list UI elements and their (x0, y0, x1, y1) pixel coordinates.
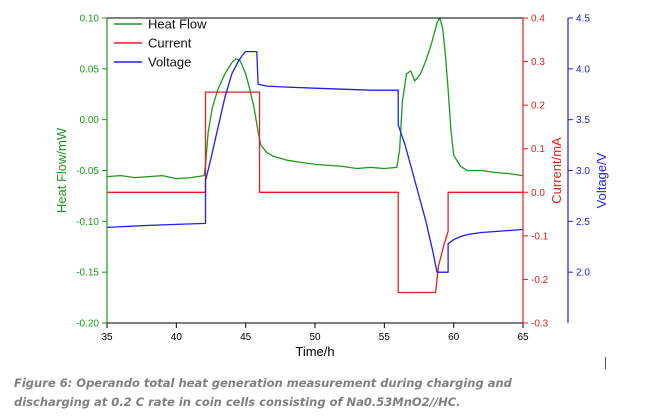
legend-label: Voltage (148, 55, 191, 70)
current-axis-title: Current/mA (549, 137, 564, 204)
current-y-tick-label: 0.4 (531, 14, 545, 25)
left-axis-title: Heat Flow/mW (54, 127, 69, 213)
x-tick-label: 50 (309, 332, 321, 343)
legend-label: Current (148, 36, 192, 51)
series-line-voltage (106, 50, 524, 273)
voltage-y-tick-label: 3.5 (576, 115, 590, 126)
left-y-tick-label: 0.00 (80, 115, 100, 126)
current-y-tick-label: 0.2 (531, 101, 545, 112)
axes-group: 35 40 45 50 55 60 65 Time/h -0.20 -0.15 -0.10 -0.05… (54, 14, 609, 360)
x-tick-label: 55 (379, 332, 391, 343)
legend-label: Heat Flow (148, 17, 207, 32)
left-y-tick-label: -0.20 (76, 319, 99, 330)
x-tick-label: 60 (448, 332, 460, 343)
voltage-y-tick-label: 4.0 (576, 64, 590, 75)
current-y-tick-label: -0.3 (531, 319, 549, 330)
voltage-y-tick-label: 3.0 (576, 166, 590, 177)
current-y-tick-label: -0.2 (531, 275, 549, 286)
left-y-tick-label: 0.10 (80, 14, 100, 25)
x-tick-label: 35 (101, 332, 113, 343)
series-line-current (107, 91, 523, 294)
voltage-y-tick-label: 2.5 (576, 217, 590, 228)
caption-line-2: discharging at 0.2 C rate in coin cells … (14, 395, 461, 409)
left-y-tick-label: -0.05 (76, 166, 99, 177)
series-line-heat-flow (106, 17, 524, 180)
current-y-tick-label: 0.1 (531, 144, 545, 155)
current-y-tick-label: 0.0 (531, 188, 545, 199)
current-y-tick-label: -0.1 (531, 231, 549, 242)
x-tick-label: 45 (240, 332, 252, 343)
voltage-axis-title: Voltage/V (594, 152, 609, 208)
text-cursor-mark (605, 357, 606, 369)
x-tick-label: 65 (517, 332, 529, 343)
legend: Heat Flow Current Voltage (114, 17, 207, 70)
series-group (106, 17, 524, 294)
left-y-tick-label: -0.15 (76, 268, 99, 279)
voltage-y-tick-label: 2.0 (576, 268, 590, 279)
x-tick-label: 40 (171, 332, 183, 343)
x-axis-title: Time/h (295, 344, 334, 359)
voltage-y-tick-label: 4.5 (576, 14, 590, 25)
figure-caption: Figure 6: Operando total heat generation… (14, 374, 614, 412)
left-y-tick-label: -0.10 (76, 217, 99, 228)
caption-line-1: Figure 6: Operando total heat generation… (14, 376, 512, 390)
left-y-tick-label: 0.05 (80, 64, 100, 75)
current-y-tick-label: 0.3 (531, 57, 545, 68)
chart: 35 40 45 50 55 60 65 Time/h -0.20 -0.15 -0.10 -0.05… (54, 14, 609, 360)
